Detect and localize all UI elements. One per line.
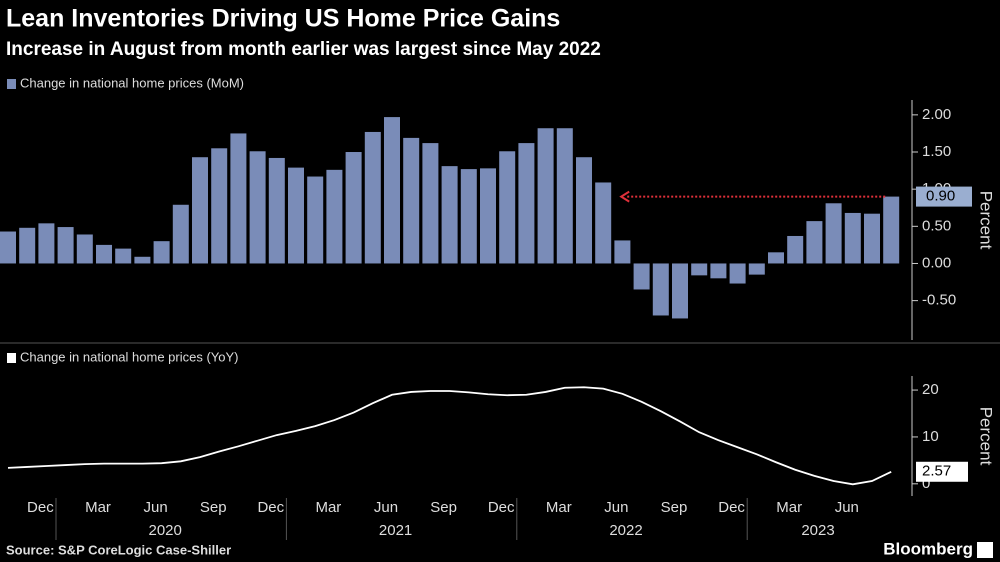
brand-icon	[977, 542, 993, 558]
bar	[384, 117, 400, 264]
bar	[268, 157, 285, 264]
y-tick-label: 1.50	[922, 143, 951, 160]
bar	[595, 182, 612, 264]
bar	[672, 263, 688, 319]
bar	[364, 131, 381, 264]
bar	[96, 244, 112, 264]
line-series	[7, 386, 892, 486]
bar	[883, 196, 900, 264]
bar	[172, 204, 189, 264]
bar	[614, 240, 631, 264]
bar	[134, 256, 151, 264]
bar	[19, 227, 36, 264]
x-tick-label: Dec	[718, 499, 745, 516]
bar	[710, 263, 727, 279]
bar	[518, 143, 535, 264]
bar	[422, 143, 439, 264]
bar	[864, 213, 880, 264]
x-tick-label: Mar	[546, 499, 572, 516]
last-value-label: 2.57	[922, 463, 951, 480]
x-tick-label: Jun	[374, 499, 398, 516]
x-tick-label: Dec	[27, 499, 54, 516]
bar	[38, 223, 55, 264]
last-value-label: 0.90	[926, 188, 955, 205]
x-year-label: 2022	[609, 522, 642, 539]
bar	[345, 152, 362, 264]
bar	[480, 168, 496, 264]
y-tick-label: 2.00	[922, 106, 951, 123]
legend-label: Change in national home prices (YoY)	[20, 349, 239, 364]
bar	[57, 227, 74, 264]
x-tick-label: Sep	[430, 499, 457, 516]
bar	[787, 235, 804, 264]
source: Source: S&P CoreLogic Case-Shiller	[6, 542, 231, 557]
bar	[153, 241, 170, 264]
y-tick-label: 0	[922, 475, 930, 492]
bar	[192, 157, 208, 264]
bar	[249, 151, 266, 264]
bar	[806, 221, 823, 264]
bar	[556, 128, 573, 264]
x-tick-label: Dec	[257, 499, 284, 516]
x-tick-label: Mar	[776, 499, 802, 516]
bar	[460, 169, 477, 264]
bar	[0, 231, 16, 264]
legend-swatch	[7, 353, 16, 363]
chart-title: Lean Inventories Driving US Home Price G…	[6, 5, 560, 33]
x-tick-label: Jun	[604, 499, 628, 516]
bar	[748, 263, 765, 275]
bar	[729, 263, 746, 284]
x-tick-label: Mar	[85, 499, 111, 516]
bar	[307, 176, 324, 264]
y-tick-label: 0.00	[922, 254, 951, 271]
x-year-label: 2020	[149, 522, 182, 539]
x-tick-label: Jun	[835, 499, 859, 516]
bar	[211, 148, 228, 264]
x-tick-label: Sep	[200, 499, 227, 516]
bar	[76, 234, 93, 264]
bar	[652, 263, 669, 316]
legend-swatch	[7, 79, 16, 89]
x-tick-label: Mar	[315, 499, 341, 516]
bar	[441, 166, 458, 264]
chart-subtitle: Increase in August from month earlier wa…	[6, 39, 601, 60]
bar	[499, 151, 516, 264]
y-tick-label: -0.50	[922, 292, 956, 309]
last-value-box	[916, 461, 968, 482]
x-year-label: 2021	[379, 522, 412, 539]
bar	[576, 157, 592, 264]
bar	[115, 248, 132, 264]
bar	[537, 128, 554, 264]
x-tick-label: Dec	[488, 499, 515, 516]
bar	[403, 137, 420, 264]
x-year-label: 2023	[801, 522, 834, 539]
y-axis-label: Percent	[977, 191, 996, 250]
x-tick-label: Jun	[144, 499, 168, 516]
y-axis-label: Percent	[977, 407, 996, 466]
bar	[825, 203, 842, 264]
last-value-box	[916, 186, 972, 207]
bar	[230, 133, 247, 264]
bar	[288, 167, 304, 264]
legend-label: Change in national home prices (MoM)	[20, 75, 244, 90]
annotation-arrowhead	[619, 190, 630, 203]
bar	[326, 169, 343, 264]
bar	[633, 263, 650, 290]
x-tick-label: Sep	[661, 499, 688, 516]
bar	[691, 263, 708, 276]
y-tick-label: 20	[922, 381, 939, 398]
y-tick-label: 10	[922, 428, 939, 445]
bar	[768, 252, 784, 264]
brand: Bloomberg	[883, 539, 973, 558]
y-tick-label: 0.50	[922, 217, 951, 234]
bar	[844, 212, 861, 264]
